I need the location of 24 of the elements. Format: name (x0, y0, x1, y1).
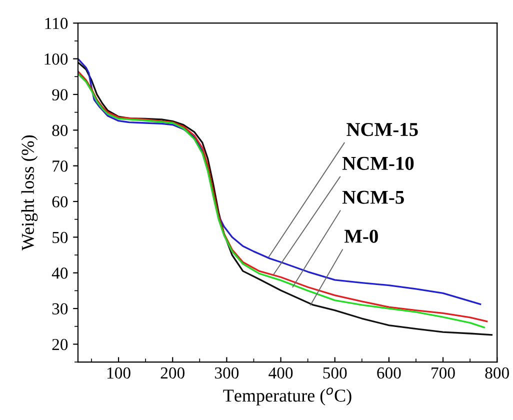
y-tick-label: 90 (52, 89, 68, 100)
y-tick-label: 50 (52, 232, 68, 244)
y-axis-title: Weight loss (%) (21, 135, 38, 250)
x-axis-title: Temperature ($^{o}$C) (223, 388, 352, 406)
x-tick-label: 500 (323, 367, 347, 379)
annotation: NCM-15 (346, 123, 418, 136)
y-tick-label: 100 (44, 53, 68, 65)
y-tick-label: 40 (52, 268, 68, 279)
y-tick-label: 80 (52, 124, 68, 136)
x-tick-label: 100 (108, 367, 130, 379)
x-tick-label: 400 (268, 367, 293, 379)
annotation: NCM-10 (342, 156, 414, 170)
y-tick-label: 20 (52, 338, 68, 350)
y-tick-label: 60 (52, 196, 68, 208)
x-tick-label: 800 (485, 367, 509, 379)
x-tick-label: 300 (214, 367, 239, 379)
x-tick-label: 700 (432, 367, 455, 379)
annotation: NCM-5 (342, 190, 404, 204)
y-tick-label: 110 (45, 18, 68, 30)
annotation: M-0 (344, 230, 378, 243)
y-tick-label: 70 (52, 160, 68, 172)
x-tick-label: 200 (160, 367, 184, 379)
x-tick-label: 600 (377, 367, 401, 379)
y-tick-label: 30 (52, 303, 68, 314)
